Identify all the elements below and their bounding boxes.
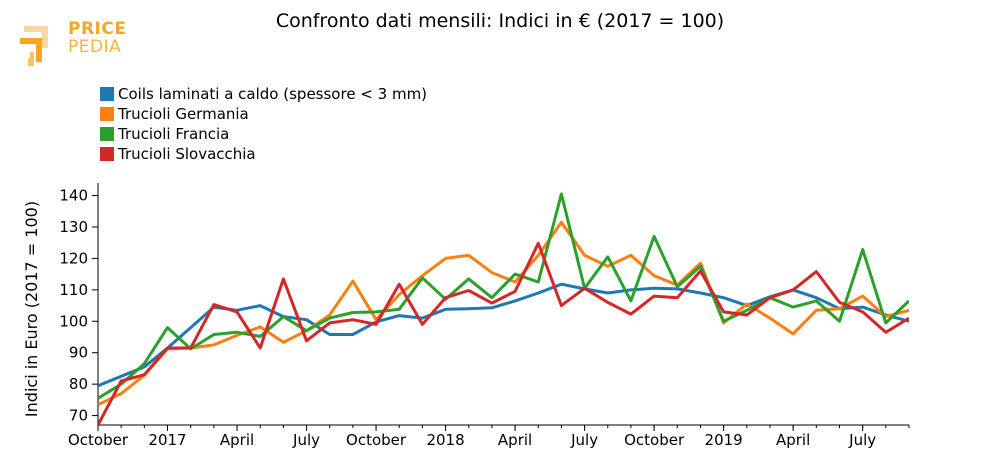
legend-item: Coils laminati a caldo (spessore < 3 mm) bbox=[100, 84, 427, 104]
chart-title: Confronto dati mensili: Indici in € (201… bbox=[275, 10, 725, 32]
x-tick-label: July bbox=[570, 431, 598, 449]
y-tick-label: 120 bbox=[59, 249, 88, 267]
x-tick-label: October bbox=[346, 431, 407, 449]
series-line bbox=[98, 192, 909, 400]
y-tick-label: 140 bbox=[59, 187, 88, 205]
y-tick-label: 100 bbox=[59, 312, 88, 330]
series-line bbox=[98, 241, 909, 425]
chart-legend: Coils laminati a caldo (spessore < 3 mm)… bbox=[100, 84, 427, 164]
legend-swatch bbox=[100, 127, 114, 141]
y-tick-label: 70 bbox=[69, 407, 88, 425]
logo-mark-icon bbox=[20, 26, 48, 66]
legend-item: Trucioli Francia bbox=[100, 124, 427, 144]
x-tick-label: July bbox=[848, 431, 876, 449]
x-tick-label: 2018 bbox=[426, 431, 464, 449]
x-tick-label: 2017 bbox=[148, 431, 186, 449]
legend-item: Trucioli Germania bbox=[100, 104, 427, 124]
pricepedia-logo: PRICE PEDIA bbox=[18, 18, 128, 70]
legend-label: Trucioli Francia bbox=[118, 125, 230, 143]
x-tick-label: April bbox=[776, 431, 810, 449]
legend-label: Trucioli Germania bbox=[118, 105, 249, 123]
legend-label: Trucioli Slovacchia bbox=[118, 145, 256, 163]
y-axis-title: Indici in Euro (2017 = 100) bbox=[22, 201, 41, 417]
legend-label: Coils laminati a caldo (spessore < 3 mm) bbox=[118, 85, 428, 103]
logo-text-line1: PRICE bbox=[68, 19, 127, 39]
x-tick-label: July bbox=[292, 431, 320, 449]
x-tick-label: October bbox=[68, 431, 129, 449]
x-tick-label: October bbox=[624, 431, 685, 449]
x-tick-label: April bbox=[498, 431, 532, 449]
legend-swatch bbox=[100, 147, 114, 161]
x-tick-label: 2019 bbox=[705, 431, 743, 449]
y-tick-label: 130 bbox=[59, 218, 88, 236]
y-tick-label: 90 bbox=[69, 344, 88, 362]
legend-item: Trucioli Slovacchia bbox=[100, 144, 427, 164]
series-line bbox=[98, 220, 909, 406]
legend-swatch bbox=[100, 107, 114, 121]
legend-swatch bbox=[100, 87, 114, 101]
logo-text-line2: PEDIA bbox=[68, 37, 122, 57]
y-tick-label: 110 bbox=[59, 281, 88, 299]
y-tick-label: 80 bbox=[69, 375, 88, 393]
x-tick-label: April bbox=[220, 431, 254, 449]
